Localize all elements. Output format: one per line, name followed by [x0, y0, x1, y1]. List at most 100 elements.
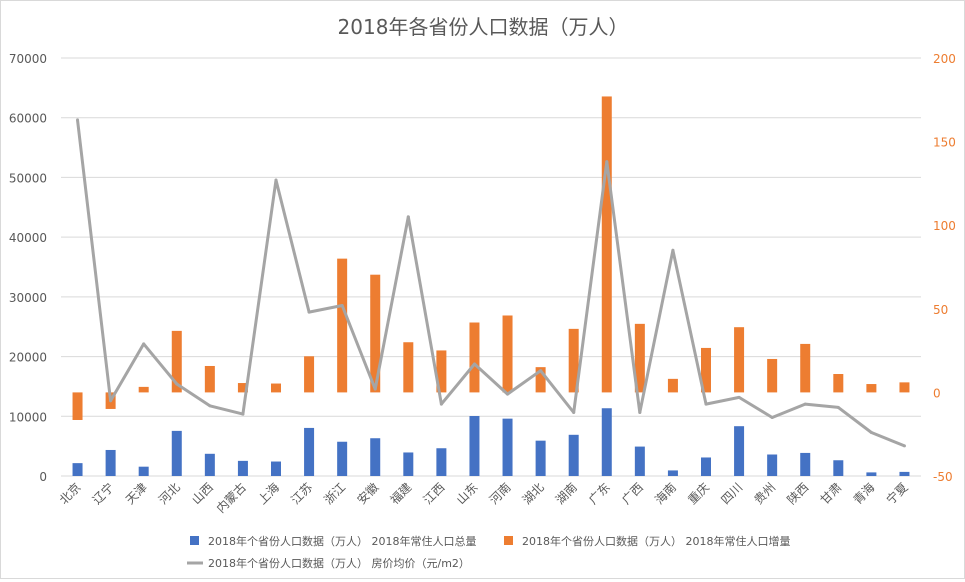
price-line-point: [869, 431, 873, 435]
increase-bar: [502, 315, 513, 393]
price-line-point: [142, 342, 146, 346]
price-line-point: [208, 404, 212, 408]
population-bar: [237, 460, 248, 476]
population-bar: [502, 418, 513, 476]
population-bar: [271, 461, 281, 476]
increase-bar: [337, 258, 348, 393]
right-tick-label: 150: [933, 136, 956, 150]
population-bar: [204, 453, 215, 476]
population-bar: [72, 463, 83, 476]
x-tick-label: 山东: [454, 480, 481, 507]
right-tick-label: 200: [933, 52, 956, 66]
population-bar: [800, 452, 811, 476]
x-tick-label: 河南: [486, 480, 514, 508]
price-line-point: [76, 118, 80, 122]
legend-swatch: [504, 536, 513, 545]
increase-bar: [800, 343, 811, 393]
price-line-point: [770, 415, 774, 419]
price-line-point: [109, 399, 113, 403]
x-tick-label: 山西: [189, 480, 216, 507]
left-axis: 0 10000 20000 30000 40000 50000 60000 70000: [9, 52, 47, 484]
x-tick-label: 广西: [619, 480, 646, 507]
increase-bar: [237, 383, 248, 393]
x-tick-label: 天津: [123, 480, 150, 507]
population-bar: [899, 471, 910, 476]
legend-label: 2018年个省份人口数据（万人） 房价均价（元/m2）: [208, 556, 470, 570]
x-tick-label: 宁夏: [883, 480, 911, 508]
population-bar: [568, 434, 579, 476]
right-tick-label: 0: [933, 386, 941, 400]
x-tick-label: 辽宁: [89, 480, 117, 508]
price-line-point: [671, 248, 675, 252]
x-tick-label: 陕西: [784, 480, 812, 508]
x-tick-label: 内蒙古: [213, 480, 249, 516]
price-line-point: [406, 215, 410, 219]
left-tick-label: 20000: [9, 351, 47, 365]
price-line-point: [307, 310, 311, 314]
price-line-point: [241, 412, 245, 416]
x-tick-label: 福建: [387, 480, 415, 508]
price-line-point: [638, 410, 642, 414]
x-tick-label: 甘肃: [818, 480, 845, 507]
gridlines: [61, 57, 921, 477]
increase-bar: [403, 342, 414, 393]
increase-bar: [734, 327, 745, 393]
increase-bar: [767, 358, 778, 393]
price-line-path: [76, 119, 906, 448]
increase-bar: [833, 374, 844, 393]
x-axis-labels: 北京 辽宁 天津 河北 山西内蒙古 上海 江苏 浙江 安徽 福建 江西 山东 河南 湖北 湖南 广东 广西 海南重…: [57, 480, 911, 516]
x-tick-label: 河北: [156, 480, 183, 507]
population-bar: [535, 440, 546, 476]
population-bar: [833, 460, 844, 476]
left-tick-label: 30000: [9, 291, 47, 305]
left-tick-label: 0: [39, 470, 47, 484]
left-tick-label: 40000: [9, 231, 47, 245]
x-tick-label: 浙江: [321, 480, 348, 507]
left-tick-label: 70000: [9, 52, 47, 66]
increase-bar: [204, 365, 215, 393]
legend-swatch: [190, 536, 199, 545]
x-tick-label: 江西: [421, 480, 448, 507]
population-bar: [734, 426, 745, 476]
x-tick-label: 青海: [850, 480, 878, 508]
price-line-point: [803, 402, 807, 406]
price-line-point: [539, 369, 543, 373]
x-tick-label: 重庆: [685, 480, 712, 507]
population-bar: [767, 454, 778, 476]
price-line-point: [340, 303, 344, 307]
population-bar: [403, 452, 414, 476]
x-tick-label: 湖南: [552, 480, 580, 508]
left-tick-label: 60000: [9, 112, 47, 126]
price-line-point: [274, 178, 278, 182]
increase-bar: [72, 392, 83, 420]
increase-bar: [899, 382, 910, 393]
price-line-point: [902, 444, 906, 448]
increase-bar: [667, 378, 678, 393]
population-bar: [866, 472, 877, 476]
price-line-point: [737, 395, 741, 399]
price-line-point: [472, 362, 476, 366]
population-bars: [72, 408, 910, 476]
price-line-point: [836, 405, 840, 409]
right-tick-label: 100: [933, 219, 956, 233]
population-bar: [304, 427, 315, 476]
increase-bar: [634, 323, 645, 393]
population-bar: [634, 446, 645, 476]
increase-bars: [72, 96, 910, 420]
price-line-point: [373, 387, 377, 391]
right-axis: -50 0 50 100 150 200: [933, 52, 956, 484]
x-tick-label: 四川: [718, 480, 745, 507]
x-tick-label: 上海: [255, 480, 283, 508]
price-line-point: [506, 392, 510, 396]
x-tick-label: 湖北: [519, 480, 547, 508]
price-line-point: [572, 410, 576, 414]
legend-label: 2018年个省份人口数据（万人） 2018年常住人口增量: [522, 534, 790, 548]
population-bar: [667, 470, 678, 476]
increase-bar: [271, 383, 281, 393]
population-bar: [171, 430, 182, 476]
population-bar: [138, 466, 149, 476]
increase-bar: [601, 96, 612, 393]
increase-bar: [469, 322, 480, 393]
